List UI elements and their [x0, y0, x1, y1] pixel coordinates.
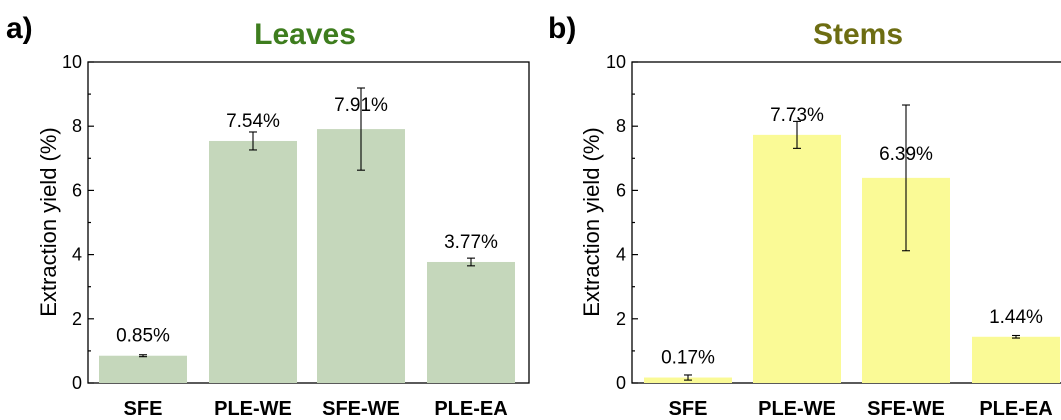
- bar-ple-we: [753, 134, 841, 383]
- data-label: 7.91%: [334, 95, 388, 116]
- bar-ple-we: [209, 140, 297, 383]
- x-tick-label: SFE-WE: [867, 398, 945, 420]
- data-label: 0.17%: [661, 348, 715, 369]
- x-tick-label: SFE: [124, 398, 163, 420]
- data-label: 1.44%: [989, 307, 1043, 328]
- x-tick-label: SFE: [669, 398, 708, 420]
- panel-stems: b) Stems Extraction yield (%) 0 2 4 6 8 10 0.1…: [548, 12, 1061, 420]
- y-tick-label: 2: [72, 309, 82, 329]
- y-axis-label: Extraction yield (%): [579, 127, 604, 317]
- y-tick-label: 8: [72, 116, 82, 136]
- y-tick-label: 4: [72, 245, 82, 265]
- chart-title-stems: Stems: [813, 18, 903, 51]
- panel-letter-a: a): [6, 12, 33, 45]
- chart-title-leaves: Leaves: [254, 18, 356, 51]
- y-tick-label: 10: [606, 52, 626, 72]
- x-tick-label: PLE-EA: [979, 398, 1052, 420]
- panel-leaves: a) Leaves Extraction yield (%) 0 2 4 6 8 10 0.…: [6, 12, 530, 420]
- y-tick-label: 4: [616, 245, 626, 265]
- x-tick-label: PLE-WE: [758, 398, 836, 420]
- data-label: 7.73%: [770, 105, 824, 126]
- bar-ple-ea: [427, 261, 515, 383]
- x-tick-label: PLE-EA: [434, 398, 507, 420]
- bar-sfe: [99, 355, 187, 383]
- y-tick-label: 8: [616, 116, 626, 136]
- y-axis-label: Extraction yield (%): [36, 127, 61, 317]
- panel-letter-b: b): [548, 12, 576, 45]
- data-label: 7.54%: [226, 111, 280, 132]
- data-label: 0.85%: [116, 326, 170, 347]
- bar-sfe-we: [317, 129, 405, 383]
- y-tick-label: 0: [72, 373, 82, 393]
- x-tick-label: PLE-WE: [214, 398, 292, 420]
- data-label: 6.39%: [879, 144, 933, 165]
- data-label: 3.77%: [444, 232, 498, 253]
- y-tick-label: 2: [616, 309, 626, 329]
- bar-ple-ea: [972, 336, 1060, 383]
- y-tick-label: 6: [616, 180, 626, 200]
- y-tick-label: 6: [72, 180, 82, 200]
- y-tick-label: 10: [62, 52, 82, 72]
- y-tick-label: 0: [616, 373, 626, 393]
- x-tick-label: SFE-WE: [322, 398, 400, 420]
- plot-area: [631, 61, 1061, 384]
